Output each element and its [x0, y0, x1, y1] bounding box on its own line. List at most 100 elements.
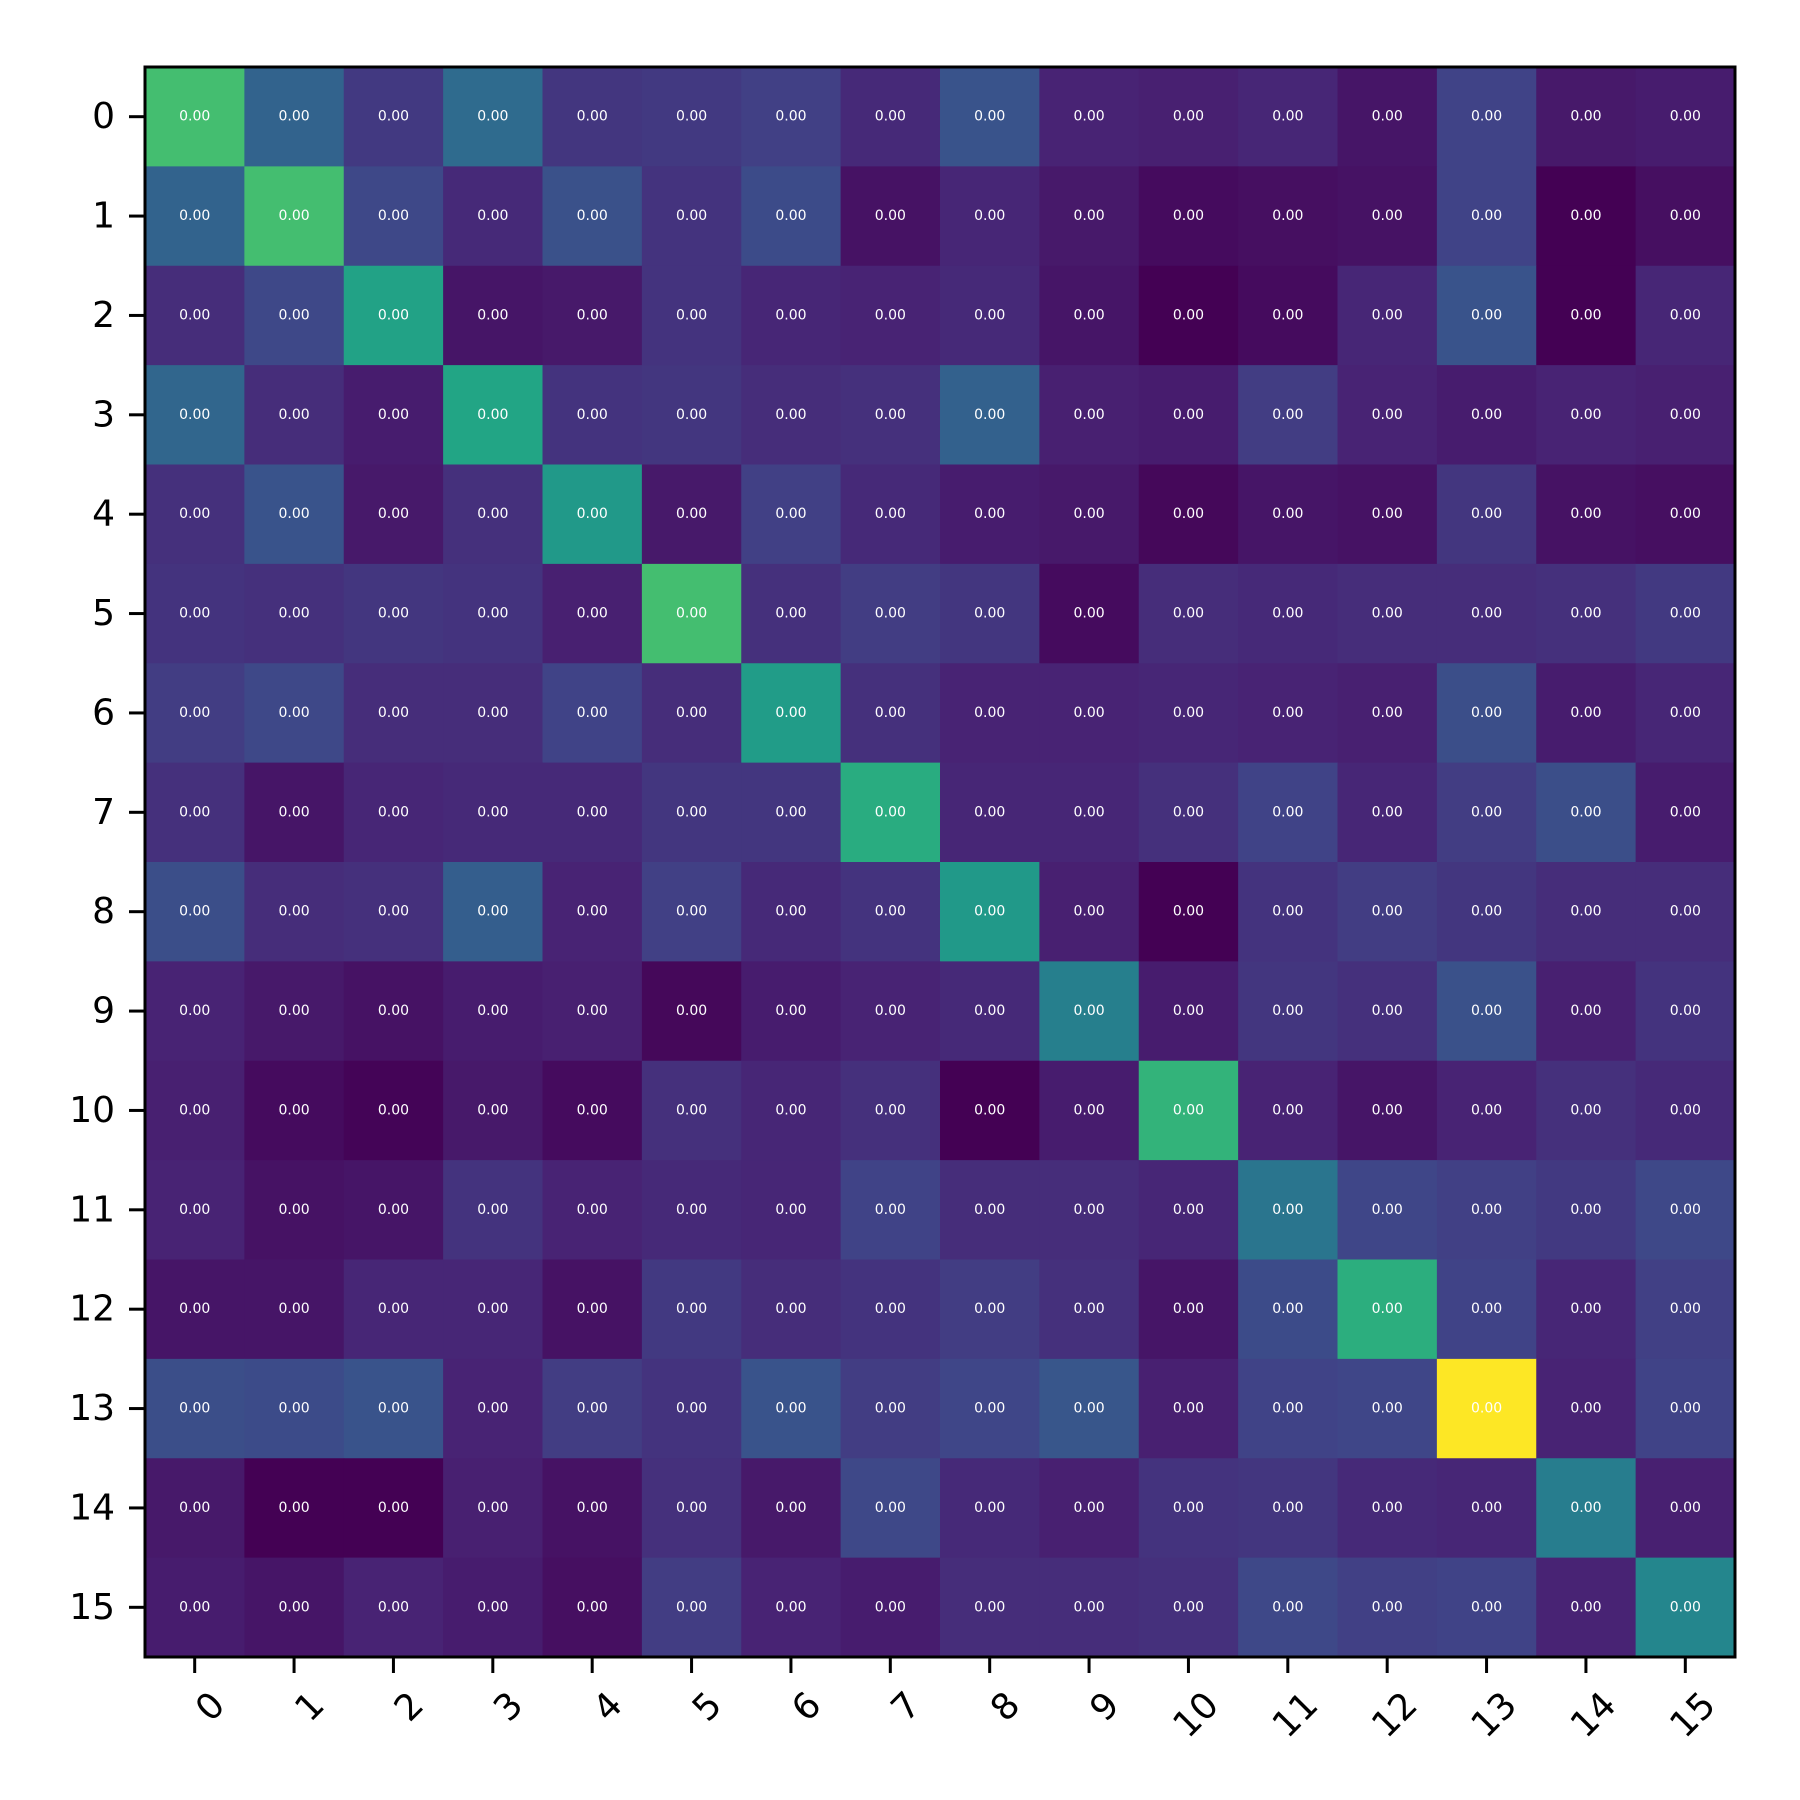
- cell-value-label: 0.00: [1272, 1202, 1303, 1218]
- heatmap-cells: [145, 67, 1736, 1658]
- heatmap-cell: [1536, 1557, 1637, 1658]
- cell-value-label: 0.00: [1471, 1599, 1502, 1615]
- cell-value-label: 0.00: [974, 109, 1005, 125]
- cell-value-label: 0.00: [875, 1599, 906, 1615]
- heatmap-cell: [741, 67, 842, 167]
- heatmap-cell: [1635, 1259, 1736, 1360]
- heatmap-cell: [1536, 1259, 1637, 1360]
- cell-value-label: 0.00: [577, 804, 608, 820]
- cell-value-label: 0.00: [775, 407, 806, 423]
- heatmap-cell: [840, 265, 941, 366]
- heatmap-cell: [1337, 265, 1438, 366]
- heatmap-cell: [1635, 1060, 1736, 1161]
- cell-value-label: 0.00: [676, 1202, 707, 1218]
- heatmap-cell: [1238, 961, 1338, 1062]
- cell-value-label: 0.00: [378, 1202, 409, 1218]
- cell-value-label: 0.00: [1272, 506, 1303, 522]
- cell-value-label: 0.00: [775, 1202, 806, 1218]
- heatmap-cell: [1635, 1557, 1736, 1658]
- heatmap-cell: [1635, 265, 1736, 366]
- heatmap-cell: [343, 1358, 444, 1459]
- cell-value-label: 0.00: [1372, 1202, 1403, 1218]
- y-tick-label: 0: [92, 96, 115, 137]
- heatmap-cell: [1039, 1060, 1140, 1161]
- cell-value-label: 0.00: [179, 904, 210, 920]
- heatmap-cell: [641, 862, 742, 962]
- heatmap-cell: [145, 1358, 245, 1459]
- cell-value-label: 0.00: [1471, 904, 1502, 920]
- cell-value-label: 0.00: [477, 705, 508, 721]
- heatmap-cell: [244, 1160, 345, 1260]
- heatmap-cell: [343, 563, 444, 664]
- cell-value-label: 0.00: [875, 1102, 906, 1118]
- cell-value-label: 0.00: [378, 109, 409, 125]
- cell-value-label: 0.00: [477, 904, 508, 920]
- cell-value-label: 0.00: [179, 1401, 210, 1417]
- heatmap-cell: [1138, 762, 1239, 863]
- heatmap-cell: [1436, 762, 1537, 863]
- cell-value-label: 0.00: [1670, 1500, 1701, 1516]
- cell-value-label: 0.00: [1173, 506, 1204, 522]
- heatmap-cell: [1138, 1160, 1239, 1260]
- cell-value-label: 0.00: [1073, 109, 1104, 125]
- heatmap-cell: [1039, 1160, 1140, 1260]
- cell-value-label: 0.00: [1073, 208, 1104, 224]
- heatmap-cell: [1238, 663, 1338, 764]
- x-tick-label: 10: [1166, 1684, 1227, 1745]
- heatmap-cell: [145, 365, 245, 465]
- cell-value-label: 0.00: [477, 1401, 508, 1417]
- heatmap-cell: [1138, 1458, 1239, 1559]
- cell-value-label: 0.00: [1372, 1102, 1403, 1118]
- cell-value-label: 0.00: [179, 1500, 210, 1516]
- heatmap-cell: [1138, 1557, 1239, 1658]
- cell-value-label: 0.00: [577, 1202, 608, 1218]
- heatmap-cell: [244, 464, 345, 565]
- heatmap-cell: [641, 265, 742, 366]
- heatmap-cell: [1635, 365, 1736, 465]
- cell-value-label: 0.00: [676, 1003, 707, 1019]
- cell-value-label: 0.00: [875, 606, 906, 622]
- cell-value-label: 0.00: [974, 1301, 1005, 1317]
- heatmap-cell: [343, 1557, 444, 1658]
- heatmap-cell: [1039, 1458, 1140, 1559]
- heatmap-cell: [840, 67, 941, 167]
- cell-value-label: 0.00: [1173, 904, 1204, 920]
- cell-value-label: 0.00: [378, 1500, 409, 1516]
- cell-value-label: 0.00: [179, 1102, 210, 1118]
- cell-value-label: 0.00: [1570, 1401, 1601, 1417]
- heatmap-cell: [343, 464, 444, 565]
- heatmap-cell: [1635, 166, 1736, 267]
- cell-value-label: 0.00: [1570, 506, 1601, 522]
- cell-value-label: 0.00: [378, 606, 409, 622]
- heatmap-cell: [1436, 663, 1537, 764]
- cell-value-label: 0.00: [577, 1401, 608, 1417]
- heatmap-cell: [641, 762, 742, 863]
- plot-frame: [143, 65, 1737, 1659]
- heatmap-cell: [1337, 1458, 1438, 1559]
- cell-value-label: 0.00: [378, 904, 409, 920]
- heatmap-cell: [542, 1458, 643, 1559]
- x-tick-label: 7: [884, 1684, 929, 1729]
- cell-value-label: 0.00: [179, 208, 210, 224]
- cell-value-label: 0.00: [278, 1202, 309, 1218]
- x-tick-label: 2: [387, 1684, 432, 1729]
- cell-value-label: 0.00: [775, 1599, 806, 1615]
- heatmap-cell: [1039, 1557, 1140, 1658]
- heatmap-cell: [443, 1557, 543, 1658]
- heatmap-cell: [1039, 67, 1140, 167]
- heatmap-cell: [343, 166, 444, 267]
- heatmap-cell: [940, 265, 1040, 366]
- heatmap-cell: [1536, 1160, 1637, 1260]
- cell-value-label: 0.00: [1372, 1003, 1403, 1019]
- heatmap-cell: [741, 961, 842, 1062]
- cell-value-label: 0.00: [875, 1401, 906, 1417]
- cell-value-label: 0.00: [1570, 904, 1601, 920]
- cell-value-label: 0.00: [1570, 1003, 1601, 1019]
- heatmap-cell: [145, 265, 245, 366]
- heatmap-cell: [542, 365, 643, 465]
- heatmap-cell: [1039, 663, 1140, 764]
- heatmap-cell: [443, 762, 543, 863]
- cell-value-label: 0.00: [1272, 407, 1303, 423]
- heatmap-cell: [1436, 862, 1537, 962]
